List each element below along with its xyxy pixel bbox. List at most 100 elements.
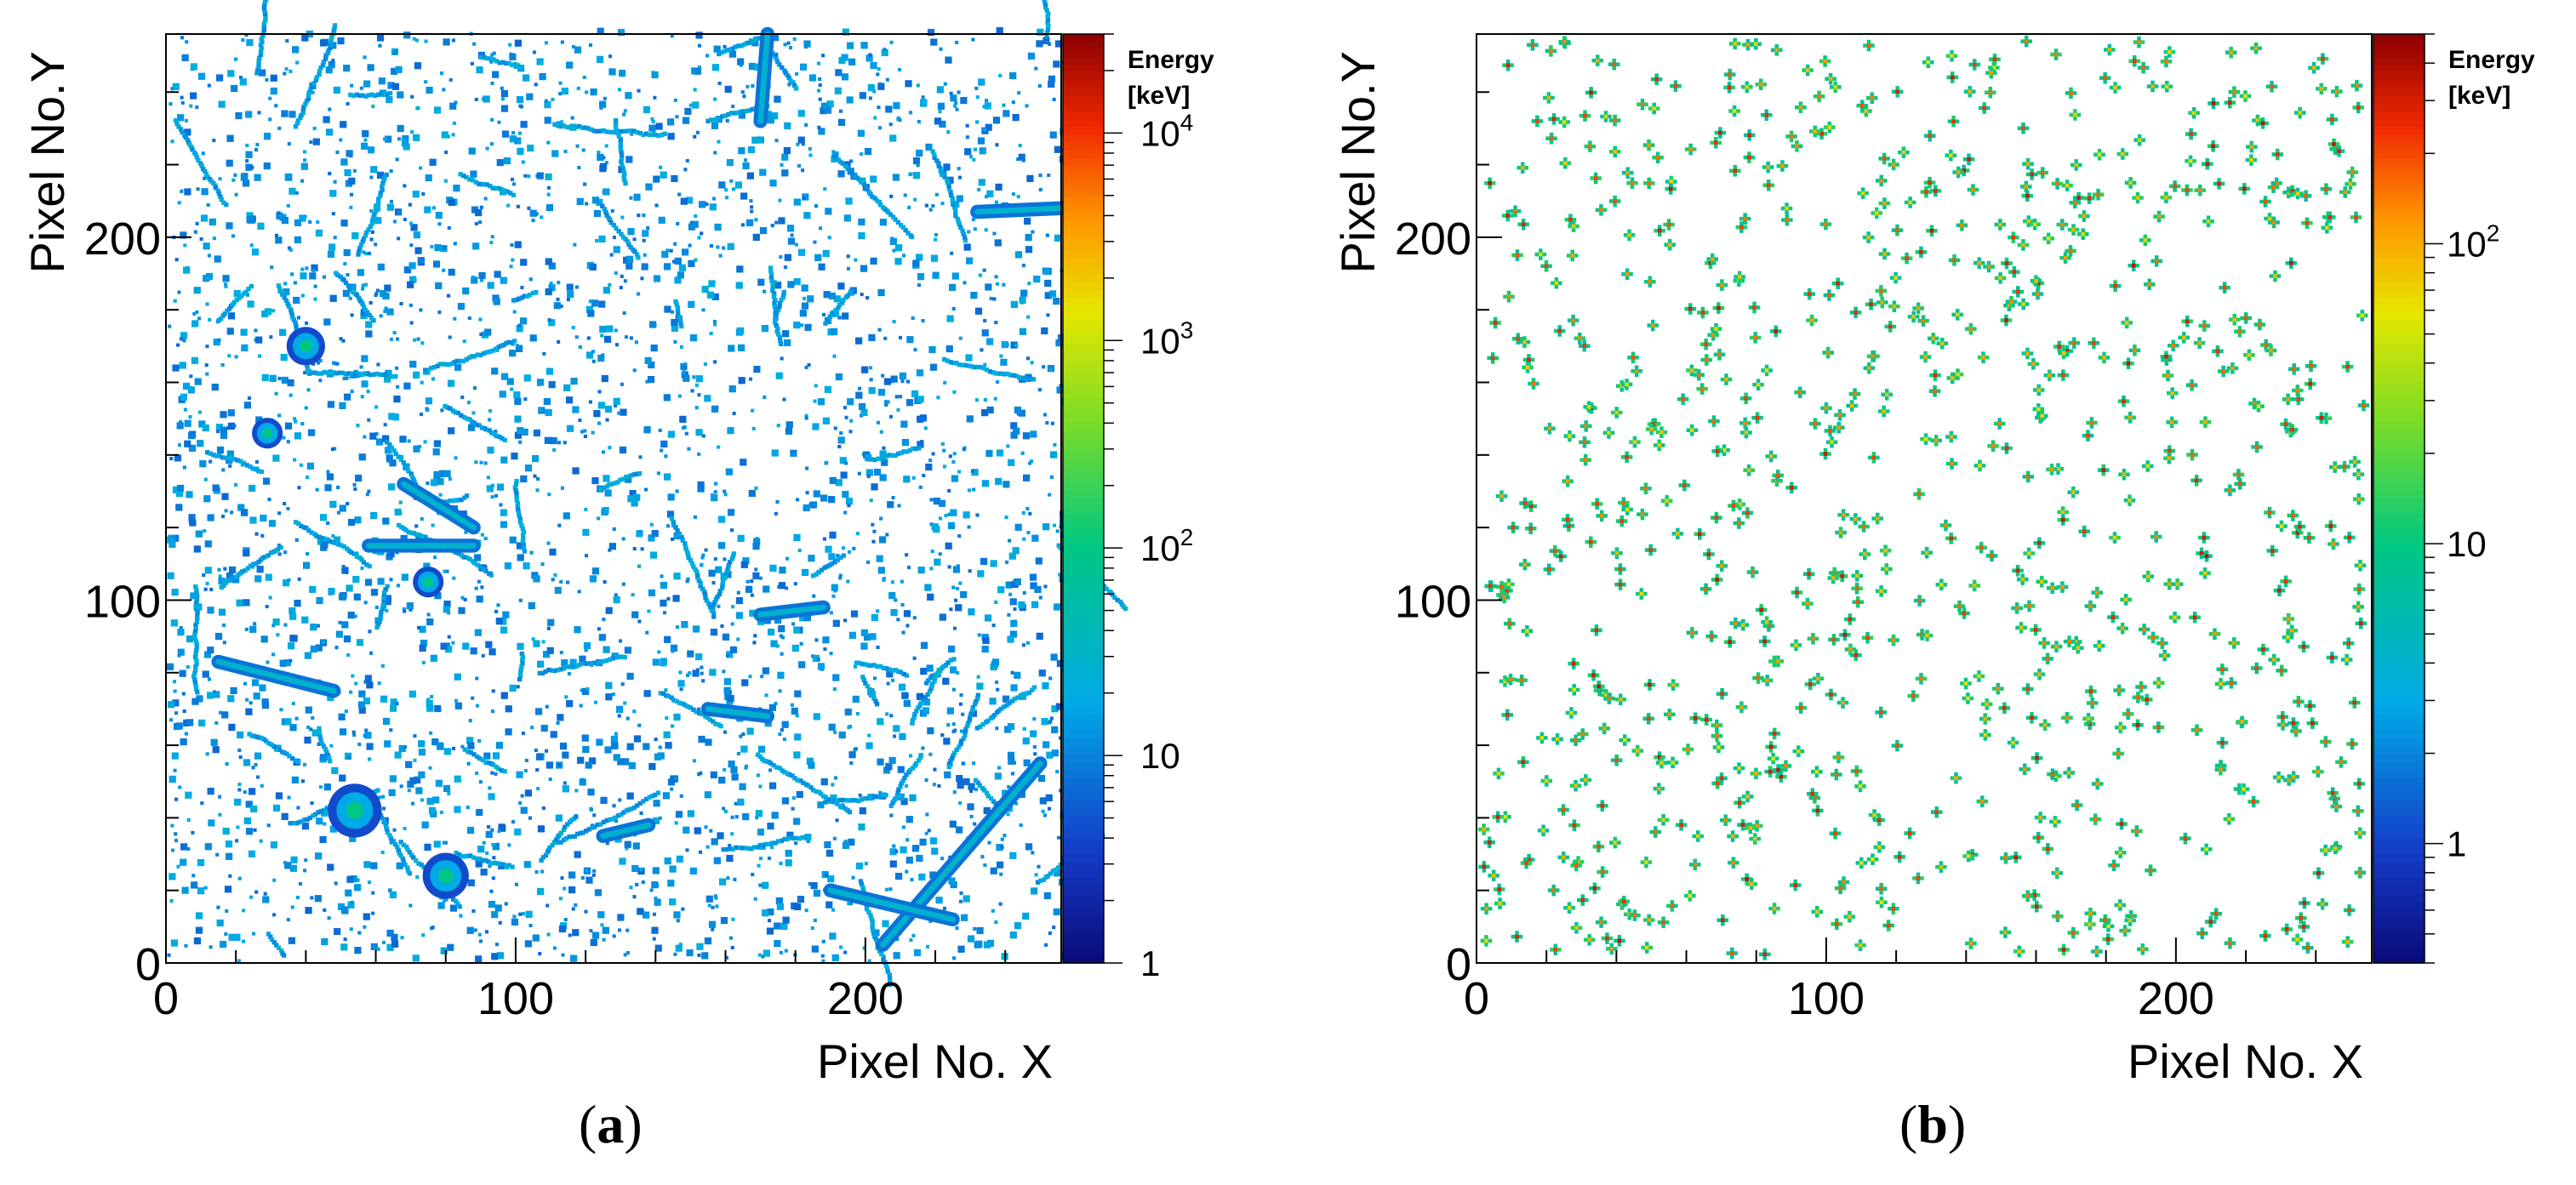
track-pixel	[775, 326, 780, 331]
hit	[364, 675, 372, 682]
hit	[891, 495, 895, 500]
track-pixel	[520, 658, 525, 663]
hit	[353, 614, 357, 618]
track-pixel	[471, 855, 477, 860]
hit	[201, 151, 205, 156]
hit	[995, 143, 999, 147]
hit	[632, 547, 637, 551]
hit	[400, 936, 404, 940]
track-pixel	[727, 47, 733, 53]
hit	[757, 953, 762, 957]
track-pixel	[888, 212, 894, 217]
hit	[810, 926, 814, 931]
track-pixel	[874, 702, 880, 707]
track-pixel	[508, 191, 513, 196]
hit	[680, 197, 688, 205]
hit	[477, 932, 482, 937]
hit	[304, 858, 308, 863]
hit	[860, 152, 864, 157]
track-pixel	[377, 618, 382, 624]
track-pixel	[994, 709, 1000, 715]
hit	[778, 732, 782, 737]
hit	[337, 37, 345, 45]
hit	[363, 282, 368, 287]
hit	[333, 179, 337, 184]
hit	[300, 422, 305, 426]
hit	[384, 306, 388, 310]
hit	[415, 875, 420, 879]
hit	[734, 801, 738, 806]
track-pixel	[604, 818, 609, 823]
hit	[843, 510, 848, 515]
hit	[471, 411, 476, 415]
track-pixel	[768, 275, 774, 281]
track-pixel	[833, 307, 838, 313]
hit	[859, 92, 867, 100]
hit	[579, 778, 586, 786]
hit	[283, 550, 288, 555]
track-pixel	[622, 128, 628, 134]
hit	[739, 734, 743, 738]
hit	[294, 716, 299, 721]
hit	[955, 40, 959, 45]
hit	[241, 37, 245, 43]
hit	[585, 687, 590, 692]
hit	[678, 264, 686, 271]
hit	[718, 254, 723, 258]
hit	[271, 309, 276, 313]
track-pixel	[889, 453, 895, 458]
track-pixel	[378, 612, 384, 618]
track-pixel	[375, 788, 380, 793]
hit	[1010, 670, 1014, 675]
hit	[844, 708, 852, 716]
hit	[1042, 365, 1046, 369]
hit	[343, 65, 351, 72]
hit	[585, 305, 593, 313]
hit	[466, 826, 475, 835]
track-pixel	[619, 812, 624, 818]
hit	[925, 143, 933, 151]
track-pixel	[625, 128, 631, 134]
track-pixel	[348, 92, 353, 98]
hit	[688, 300, 695, 308]
track-pixel	[779, 838, 785, 844]
hit	[867, 83, 875, 92]
hit	[475, 771, 479, 776]
hit	[1050, 653, 1058, 661]
hit	[211, 383, 219, 391]
hit	[947, 565, 951, 569]
hit	[805, 491, 809, 495]
hit	[898, 683, 906, 691]
hit	[860, 265, 868, 272]
track-pixel	[218, 316, 224, 322]
hit	[663, 731, 671, 738]
hit	[819, 226, 823, 231]
hit	[995, 726, 999, 731]
hit	[762, 667, 770, 675]
hit	[791, 622, 796, 626]
hit	[742, 557, 750, 565]
hit	[203, 495, 208, 500]
track-pixel	[367, 312, 372, 318]
hit	[184, 188, 191, 196]
hit	[804, 416, 808, 420]
hit	[294, 538, 299, 542]
hit	[901, 692, 909, 699]
hit	[813, 918, 817, 923]
hit	[602, 506, 609, 515]
hit	[488, 900, 496, 909]
track-pixel	[516, 507, 521, 512]
track-pixel	[901, 449, 906, 454]
hit	[223, 282, 228, 287]
hit	[362, 250, 366, 254]
track-pixel	[396, 847, 401, 852]
track-pixel	[1025, 377, 1031, 383]
hit	[546, 932, 551, 937]
track-pixel	[258, 48, 264, 54]
hit	[168, 540, 176, 548]
hit	[551, 97, 555, 102]
hit	[898, 335, 903, 339]
hit	[608, 548, 612, 552]
hit	[791, 644, 799, 652]
hit	[472, 42, 477, 46]
